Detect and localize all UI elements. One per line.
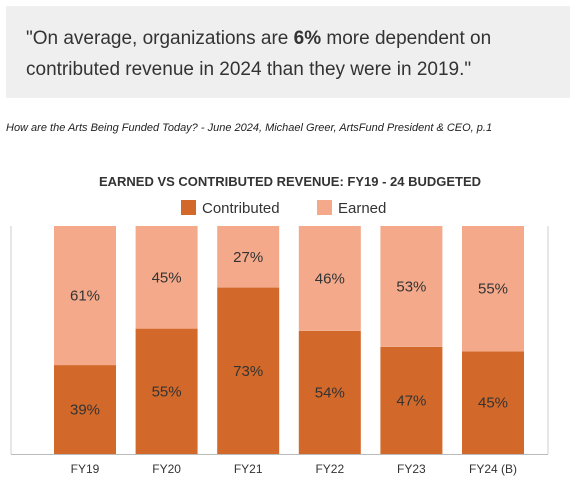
- bar-contributed-fy23: [380, 346, 443, 454]
- x-tick-label-fy21: FY21: [234, 462, 263, 476]
- bar-contributed-fy19: [54, 365, 116, 454]
- citation: How are the Arts Being Funded Today? - J…: [6, 122, 493, 134]
- data-label-earned-fy23: 53%: [396, 278, 426, 295]
- bar-contributed-fy21: [217, 287, 280, 454]
- data-label-contributed-fy23: 47%: [396, 392, 426, 409]
- bar-contributed-fy24b: [462, 351, 524, 454]
- data-label-earned-fy21: 27%: [233, 249, 263, 266]
- bar-contributed-fy20: [135, 328, 198, 454]
- bar-earned-fy19: [54, 226, 116, 366]
- data-label-earned-fy22: 46%: [315, 270, 345, 287]
- chart-title: EARNED VS CONTRIBUTED REVENUE: FY19 - 24…: [99, 174, 481, 189]
- revenue-chart: EARNED VS CONTRIBUTED REVENUE: FY19 - 24…: [10, 174, 549, 476]
- data-label-contributed-fy24b: 45%: [478, 395, 508, 412]
- quote-text-start: "On average, organizations are: [26, 28, 294, 49]
- x-tick-label-fy24b: FY24 (B): [469, 462, 517, 476]
- quote-text-end: more dependent on contributed revenue in…: [26, 28, 492, 80]
- data-label-contributed-fy21: 73%: [233, 363, 263, 380]
- x-tick-label-fy22: FY22: [315, 462, 344, 476]
- data-label-earned-fy19: 61%: [70, 288, 100, 305]
- x-tick-label-fy20: FY20: [152, 462, 181, 476]
- quote-text: "On average, organizations are 6% more d…: [26, 23, 556, 85]
- data-label-contributed-fy22: 54%: [315, 384, 345, 401]
- legend-label-contributed: Contributed: [202, 200, 280, 217]
- legend-swatch-contributed: [181, 200, 196, 215]
- data-label-contributed-fy20: 55%: [152, 383, 182, 400]
- bar-earned-fy21: [217, 226, 280, 288]
- bar-earned-fy23: [380, 226, 443, 347]
- x-tick-label-fy23: FY23: [397, 462, 426, 476]
- bar-earned-fy24b: [462, 226, 524, 352]
- quote-box: "On average, organizations are 6% more d…: [6, 6, 570, 98]
- bar-earned-fy20: [135, 226, 198, 329]
- bar-earned-fy22: [298, 226, 361, 331]
- data-label-earned-fy24b: 55%: [478, 281, 508, 298]
- data-label-contributed-fy19: 39%: [70, 402, 100, 419]
- quote-highlight: 6%: [293, 28, 322, 49]
- x-tick-label-fy19: FY19: [71, 462, 100, 476]
- bar-contributed-fy22: [298, 330, 361, 454]
- legend-swatch-earned: [317, 200, 332, 215]
- data-label-earned-fy20: 45%: [152, 269, 182, 286]
- legend-label-earned: Earned: [338, 200, 386, 217]
